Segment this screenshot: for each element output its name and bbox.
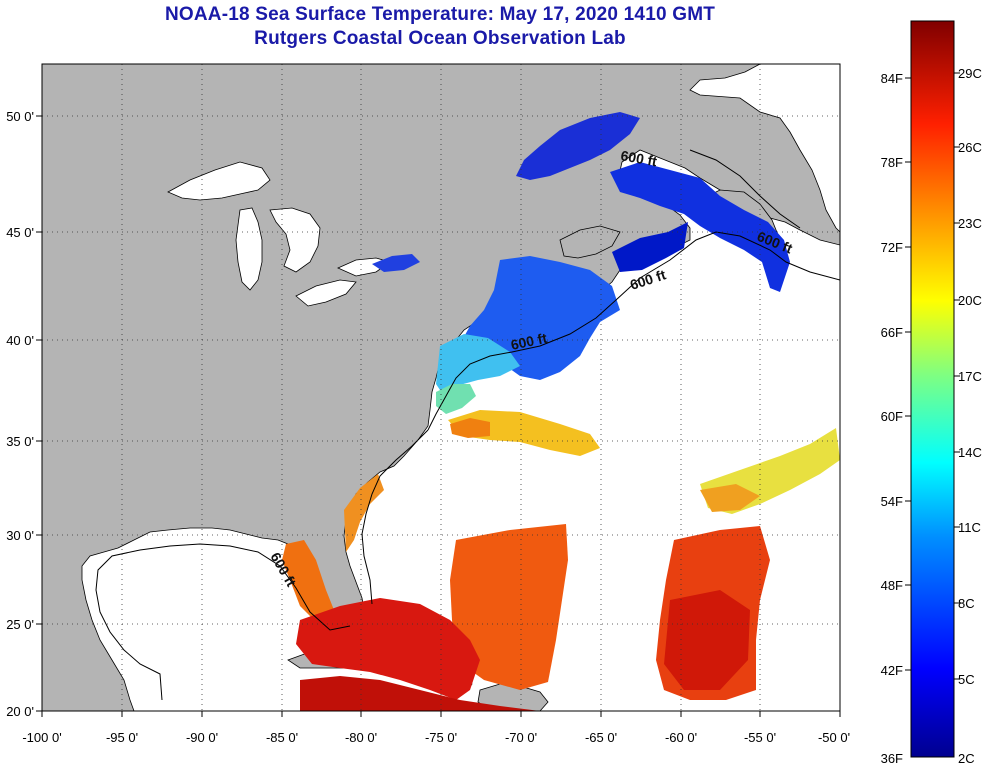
lat-label: 40 0' — [6, 333, 34, 348]
isobath-600ft — [95, 149, 840, 701]
cb-c-label: 29C — [958, 66, 982, 81]
lat-label: 45 0' — [6, 225, 34, 240]
cb-f-label: 66F — [881, 325, 903, 340]
lat-label: 20 0' — [6, 704, 34, 719]
sst-west-florida-shelf — [282, 540, 338, 626]
contour-label: 600 ft — [619, 147, 658, 169]
cb-f-label: 54F — [881, 494, 903, 509]
cb-f-label: 78F — [881, 155, 903, 170]
cb-c-label: 17C — [958, 369, 982, 384]
isobath-line-gulf — [95, 543, 351, 701]
cb-c-label: 11C — [958, 520, 981, 535]
axis-ticks — [36, 115, 841, 717]
cb-c-label: 20C — [958, 293, 982, 308]
lake-erie — [295, 279, 357, 307]
land-nova-scotia — [559, 225, 621, 259]
lon-label: -60 0' — [665, 730, 697, 745]
isobath-line-newfoundland — [689, 149, 801, 229]
lon-label: -65 0' — [585, 730, 617, 745]
lon-label: -100 0' — [22, 730, 61, 745]
sst-east-warm-band-orange — [700, 484, 760, 512]
lon-label: -55 0' — [744, 730, 776, 745]
lon-label: -70 0' — [505, 730, 537, 745]
lat-label: 50 0' — [6, 109, 34, 124]
cb-c-label: 8C — [958, 596, 975, 611]
isobath-line-northeast — [427, 231, 840, 431]
lon-label: -80 0' — [345, 730, 377, 745]
lat-label: 30 0' — [6, 528, 34, 543]
map-subtitle: Rutgers Coastal Ocean Observation Lab — [254, 28, 626, 49]
lon-label: -85 0' — [266, 730, 298, 745]
sst-shelf-green — [436, 384, 476, 414]
latitude-labels: 50 0' 45 0' 40 0' 35 0' 30 0' 25 0' 20 0… — [6, 109, 34, 719]
cb-f-label: 42F — [881, 663, 903, 678]
cb-f-label: 60F — [881, 409, 903, 424]
graticule — [42, 64, 840, 711]
temperature-colorbar — [910, 20, 955, 758]
sst-shelf-cyan — [436, 334, 520, 396]
contour-label: 600 ft — [509, 330, 548, 353]
lake-michigan — [235, 207, 263, 291]
sst-central-swath — [450, 524, 568, 690]
colorbar-fahrenheit-labels: 84F 78F 72F 66F 60F 54F 48F 42F 36F — [881, 71, 903, 766]
lat-label: 25 0' — [6, 617, 34, 632]
longitude-labels: -100 0' -95 0' -90 0' -85 0' -80 0' -75 … — [22, 730, 850, 745]
cb-f-label: 36F — [881, 751, 903, 766]
lon-label: -90 0' — [186, 730, 218, 745]
cb-c-label: 26C — [958, 140, 982, 155]
cb-c-label: 14C — [958, 445, 982, 460]
lon-label: -75 0' — [425, 730, 457, 745]
sst-gulf-stream-core — [450, 418, 490, 438]
colorbar-celsius-labels: 29C 26C 23C 20C 17C 14C 11C 8C 5C 2C — [958, 66, 982, 766]
lake-superior — [167, 161, 271, 201]
sst-eastern-swath-hot — [664, 590, 750, 690]
sst-gulf-of-maine — [612, 222, 688, 272]
cb-c-label: 5C — [958, 672, 975, 687]
cb-f-label: 72F — [881, 240, 903, 255]
isobath-line-southeast — [361, 429, 429, 605]
lat-label: 35 0' — [6, 434, 34, 449]
cb-c-label: 23C — [958, 216, 982, 231]
cb-f-label: 48F — [881, 578, 903, 593]
lon-label: -50 0' — [818, 730, 850, 745]
sst-gulf-st-lawrence — [516, 112, 640, 180]
cb-c-label: 2C — [958, 751, 975, 766]
sst-florida-straits — [296, 598, 480, 700]
colorbar-ticks — [905, 72, 960, 680]
sst-small-blue-patch — [372, 254, 420, 272]
sst-southeast-shelf — [344, 474, 384, 552]
map-title: NOAA-18 Sea Surface Temperature: May 17,… — [164, 4, 716, 25]
sst-grand-banks — [610, 162, 790, 292]
lon-label: -95 0' — [106, 730, 138, 745]
cb-f-label: 84F — [881, 71, 903, 86]
lake-huron — [269, 207, 321, 273]
sst-caribbean — [300, 676, 540, 711]
